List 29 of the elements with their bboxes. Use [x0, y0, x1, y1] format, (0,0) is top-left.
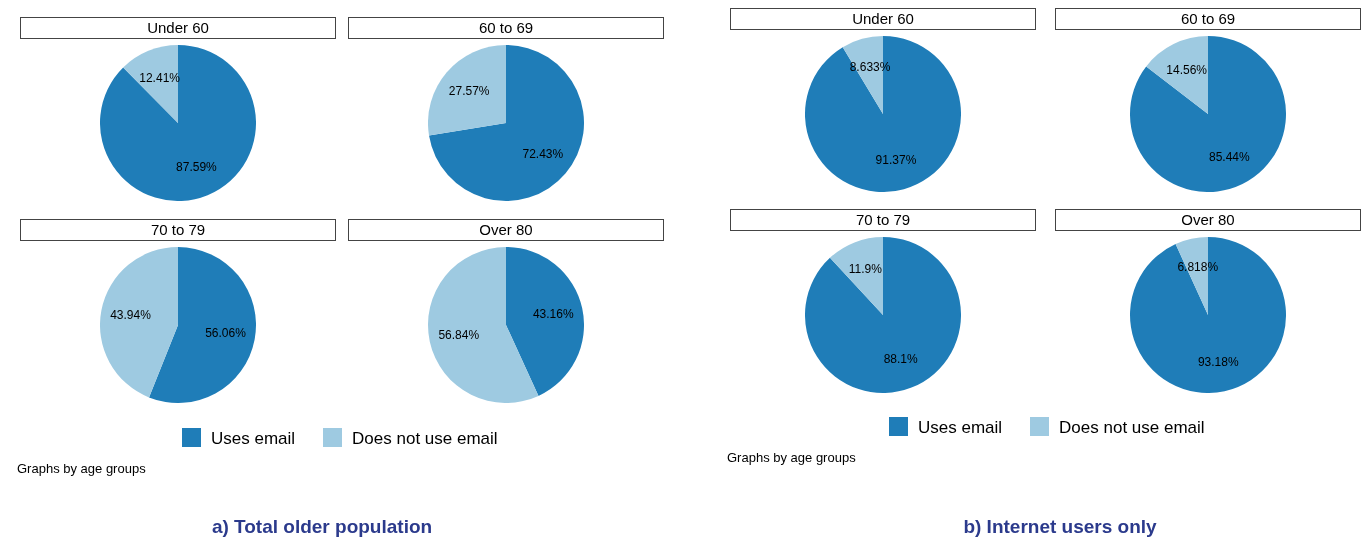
legend-label: Does not use email	[351, 428, 498, 449]
data-label: 11.9%	[848, 262, 883, 277]
text: Graphs by age groups	[17, 461, 146, 476]
data-label: 93.18%	[1197, 354, 1239, 369]
legend-label: Uses email	[210, 428, 296, 449]
text: b) Internet users only	[962, 516, 1158, 538]
data-label: 91.37%	[875, 152, 917, 167]
data-label: 56.06%	[205, 326, 247, 341]
chart-title: Over 80	[348, 219, 664, 241]
data-label: 88.1%	[883, 352, 918, 367]
text: Graphs by age groups	[727, 450, 856, 465]
legend-label: Does not use email	[1058, 417, 1205, 438]
data-label: 27.57%	[448, 83, 490, 98]
chart-title: 60 to 69	[348, 17, 664, 39]
legend-label: Uses email	[917, 417, 1003, 438]
data-label: 85.44%	[1209, 149, 1251, 164]
data-label: 43.16%	[532, 307, 574, 321]
chart-title: 70 to 79	[20, 219, 336, 241]
data-label: 56.84%	[438, 327, 480, 342]
data-label: 14.56%	[1166, 62, 1208, 77]
data-label: 87.59%	[176, 160, 218, 175]
chart-title: 60 to 69	[1055, 8, 1361, 30]
data-label: 72.43%	[522, 146, 564, 161]
chart-title: 70 to 79	[730, 209, 1036, 231]
chart-title: Over 80	[1055, 209, 1361, 231]
text: a) Total older population	[210, 516, 434, 538]
chart-title: Under 60	[20, 17, 336, 39]
data-label: 43.94%	[110, 308, 152, 323]
chart-title: Under 60	[730, 8, 1036, 30]
